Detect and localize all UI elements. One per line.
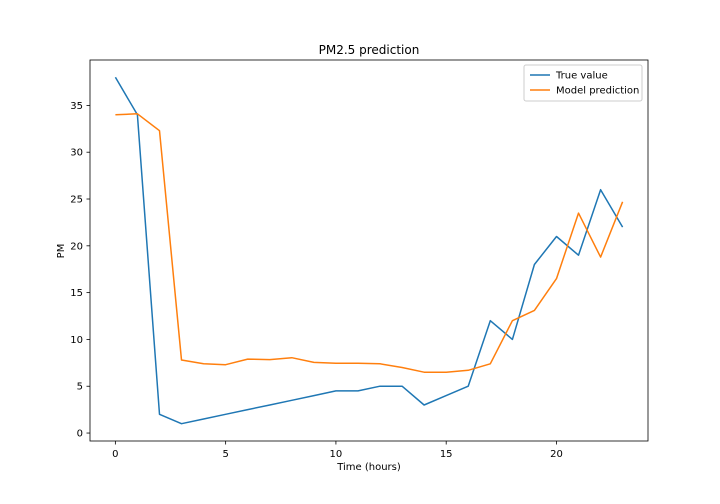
x-tick-label: 20 — [550, 449, 563, 460]
legend-label: True value — [555, 71, 608, 82]
y-tick-label: 15 — [70, 288, 83, 299]
x-tick-label: 0 — [112, 449, 118, 460]
y-tick-label: 25 — [70, 195, 83, 206]
y-tick-label: 35 — [70, 101, 83, 112]
legend-label: Model prediction — [556, 86, 639, 97]
plot-area — [114, 76, 624, 425]
axes-frame — [89, 59, 649, 442]
x-tick-label: 10 — [330, 449, 343, 460]
chart-title: PM2.5 prediction — [319, 43, 420, 57]
series-line-2 — [115, 113, 624, 373]
legend: True value Model prediction — [523, 64, 643, 102]
y-tick-label: 30 — [70, 148, 83, 159]
y-tick-label: 20 — [70, 241, 83, 252]
y-tick-label: 5 — [77, 382, 83, 393]
x-tick-label: 15 — [440, 449, 453, 460]
x-tick-label: 5 — [222, 449, 228, 460]
series-line-1 — [114, 76, 624, 425]
legend-box — [523, 64, 643, 102]
x-axis-label: Time (hours) — [336, 462, 401, 473]
axes: 0 5 10 15 20 0 5 10 15 20 25 30 35 — [70, 59, 649, 460]
y-axis-label: PM — [56, 244, 67, 259]
y-tick-label: 0 — [77, 429, 83, 440]
y-tick-label: 10 — [70, 335, 83, 346]
